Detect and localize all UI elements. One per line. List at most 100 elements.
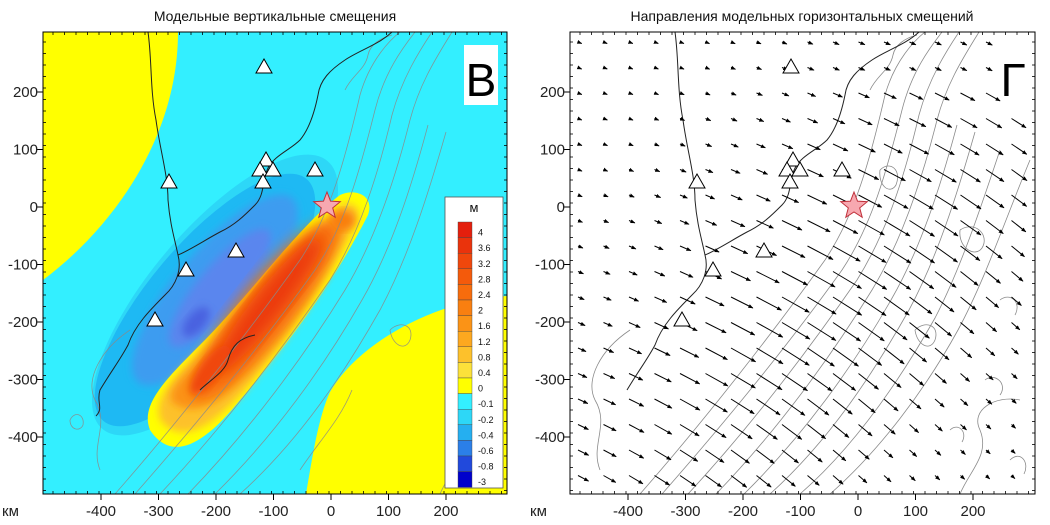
legend-label: 4	[478, 228, 483, 238]
displacement-arrow	[832, 475, 844, 485]
displacement-arrow	[1011, 194, 1028, 207]
displacement-arrow	[781, 118, 791, 123]
displacement-arrow	[985, 118, 1003, 129]
displacement-arrow	[654, 296, 668, 303]
legend-items: 4 3.6 3.2 2.8 2.4 2 1.6 1.2 0.8 0.4 0 -0.1 -0.2 -0.4 -…	[457, 221, 494, 488]
displacement-arrow	[909, 92, 924, 100]
legend-swatch	[457, 362, 473, 379]
x-tick-label: 100	[903, 503, 928, 520]
displacement-arrow	[807, 475, 820, 486]
displacement-arrow	[603, 270, 611, 275]
displacement-vectors	[576, 39, 1028, 488]
displacement-arrow	[602, 90, 608, 95]
displacement-arrow	[909, 194, 934, 210]
displacement-arrow	[705, 296, 725, 307]
displacement-arrow	[807, 347, 835, 367]
displacement-arrow	[756, 220, 774, 229]
legend-label: -0.4	[478, 430, 494, 440]
color-legend: м 4 3.6 3.2 2.8 2.4 2 1.6 1.2 0.8 0.4 0 -0.1 -0.2 -0.…	[444, 196, 504, 489]
x-tick-label: 0	[327, 503, 335, 520]
displacement-arrow	[960, 92, 976, 102]
displacement-arrow	[679, 194, 688, 199]
triangle-icon	[688, 172, 706, 189]
displacement-arrow	[807, 398, 830, 416]
legend-label: 0.4	[478, 368, 491, 378]
displacement-arrow	[603, 398, 617, 406]
triangle-icon	[778, 160, 796, 177]
displacement-arrow	[603, 296, 612, 301]
x-tick-label: -100	[258, 503, 288, 520]
displacement-arrow	[653, 116, 660, 121]
legend-swatch	[457, 268, 473, 285]
displacement-arrow	[730, 449, 750, 464]
displacement-arrow	[960, 424, 967, 431]
right-panel: Направления модельных горизонтальных сме…	[530, 8, 1036, 520]
displacement-arrow	[960, 271, 979, 286]
displacement-arrow	[985, 398, 993, 405]
x-tick-label: 0	[854, 503, 862, 520]
x-tick-label: 200	[433, 503, 458, 520]
left-panel-frame	[42, 31, 508, 495]
displacement-arrow	[756, 40, 762, 45]
displacement-arrow	[960, 347, 973, 359]
displacement-arrow	[1011, 296, 1022, 306]
displacement-arrow	[781, 475, 796, 487]
displacement-arrow	[960, 169, 981, 183]
legend-label: 2.4	[478, 290, 491, 300]
displacement-arrow	[960, 322, 975, 335]
legend-label: 3.6	[478, 243, 491, 253]
displacement-arrow	[985, 220, 1004, 234]
displacement-arrow	[781, 373, 808, 392]
legend-label: -0.1	[478, 399, 494, 409]
star-icon	[839, 190, 869, 219]
x-tick-label: -200	[201, 503, 231, 520]
displacement-arrow	[653, 39, 659, 44]
x-tick-label: -400	[613, 503, 643, 520]
vertical-displacement-map: В м 4 3.6 3.2 2.8 2.4 2 1.6 1.2 0.8 0.4 0 -0.1 -0.2 -…	[43, 32, 507, 494]
displacement-arrow	[858, 66, 866, 71]
displacement-arrow	[985, 194, 1005, 209]
displacement-arrow	[756, 296, 782, 311]
displacement-arrow	[909, 118, 927, 128]
x-tick-label: -300	[143, 503, 173, 520]
displacement-arrow	[909, 220, 935, 237]
y-tick-label: -400	[535, 429, 565, 446]
displacement-arrow	[756, 143, 766, 149]
displacement-arrow	[985, 474, 991, 480]
displacement-arrow	[858, 449, 870, 460]
displacement-arrow	[909, 398, 922, 410]
displacement-arrow	[705, 373, 729, 387]
x-tick-label: -100	[785, 503, 815, 520]
displacement-arrow	[756, 398, 781, 416]
displacement-arrow	[832, 322, 862, 342]
legend-swatch	[457, 455, 473, 472]
displacement-arrow	[858, 41, 866, 46]
displacement-arrow	[832, 66, 840, 71]
displacement-arrow	[628, 116, 634, 121]
displacement-arrow	[832, 118, 846, 125]
y-tick-label: 200	[13, 84, 38, 101]
displacement-arrow	[934, 66, 942, 71]
displacement-arrow	[654, 245, 664, 251]
displacement-arrow	[628, 347, 643, 355]
displacement-arrow	[730, 424, 753, 440]
triangle-icon	[177, 260, 195, 277]
displacement-arrow	[883, 398, 899, 412]
displacement-arrow	[730, 347, 757, 363]
legend-label: -3	[478, 477, 486, 487]
legend-label: -0.2	[478, 415, 494, 425]
displacement-arrow	[654, 168, 661, 173]
displacement-arrow	[628, 142, 634, 147]
displacement-arrow	[934, 271, 957, 288]
displacement-arrow	[577, 321, 586, 326]
displacement-arrow	[934, 92, 950, 101]
displacement-arrow	[577, 218, 583, 223]
displacement-arrow	[934, 245, 958, 263]
star-icon	[312, 190, 342, 219]
displacement-arrow	[1010, 423, 1016, 429]
displacement-arrow	[781, 322, 811, 340]
displacement-arrow	[781, 449, 799, 464]
displacement-arrow	[705, 91, 711, 96]
triangle-icon	[755, 241, 773, 258]
displacement-arrow	[679, 91, 685, 96]
